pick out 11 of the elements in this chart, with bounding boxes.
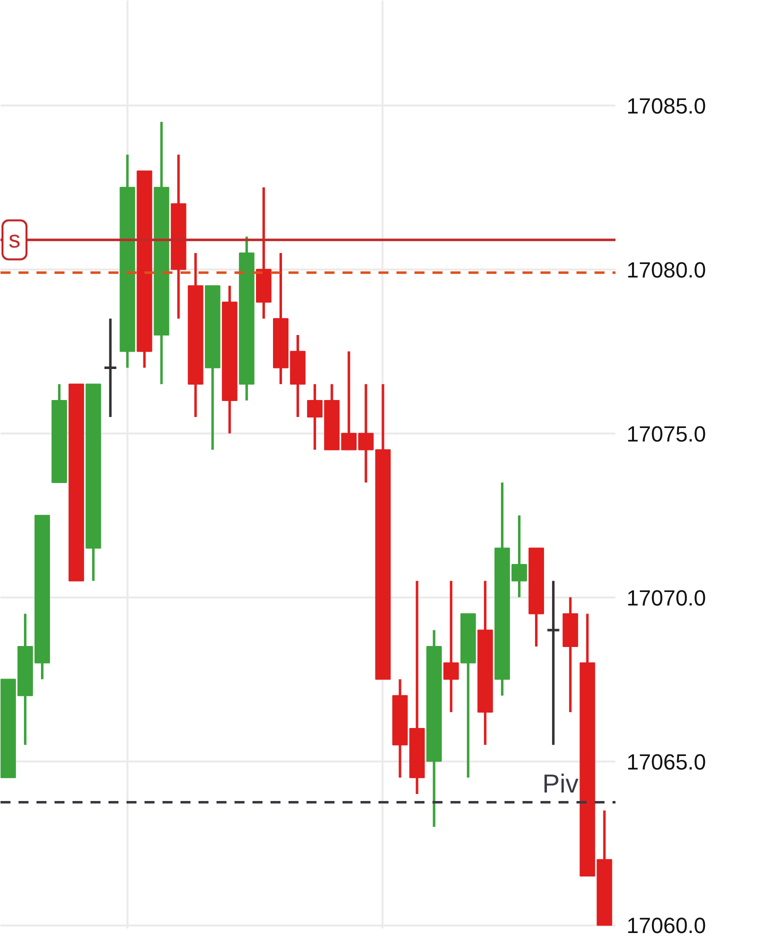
candlestick [546,580,561,746]
y-tick-label: 17070.0 [626,585,706,610]
y-tick-label: 17080.0 [626,257,706,282]
y-tick-label: 17075.0 [626,421,706,446]
candlestick [103,317,118,418]
candlestick [443,580,459,714]
ref-line-label: Piv [542,768,579,798]
y-tick-label: 17085.0 [626,93,706,118]
y-tick-label: 17065.0 [626,749,706,774]
y-tick-label: 17060.0 [626,913,706,938]
ref-line-label: s [8,226,20,254]
